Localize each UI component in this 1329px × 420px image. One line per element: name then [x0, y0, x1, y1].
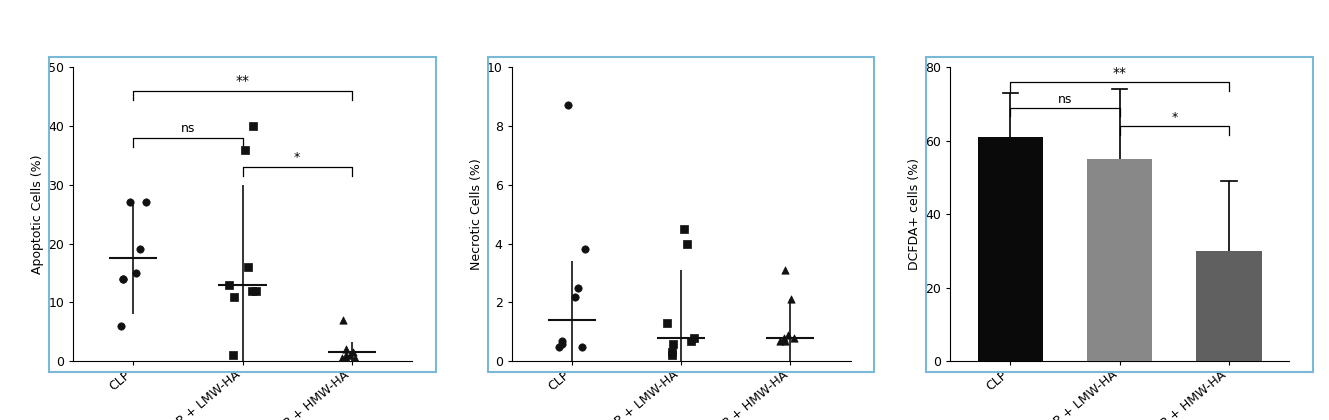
- Point: [552, 337, 573, 344]
- Point: [662, 340, 683, 347]
- Text: *: *: [294, 151, 300, 164]
- Y-axis label: Necrotic Cells (%): Necrotic Cells (%): [469, 158, 482, 270]
- Point: [662, 349, 683, 356]
- Point: [684, 334, 706, 341]
- Point: [331, 355, 352, 362]
- Text: **: **: [235, 74, 250, 88]
- Point: [335, 352, 356, 359]
- Point: [558, 102, 579, 109]
- Point: [567, 284, 589, 291]
- Point: [775, 267, 796, 273]
- Point: [113, 276, 134, 282]
- Point: [777, 331, 799, 338]
- Point: [125, 270, 146, 276]
- Point: [113, 276, 134, 282]
- Point: [129, 246, 150, 253]
- Point: [657, 320, 678, 326]
- Point: [242, 287, 263, 294]
- Point: [563, 293, 585, 300]
- Point: [773, 334, 795, 341]
- Point: [242, 123, 263, 129]
- Text: *: *: [1171, 111, 1177, 124]
- Point: [344, 355, 365, 362]
- Point: [674, 226, 695, 232]
- Point: [218, 281, 239, 288]
- Point: [246, 287, 267, 294]
- Point: [662, 352, 683, 359]
- Text: ns: ns: [181, 122, 195, 135]
- Point: [332, 317, 354, 323]
- Point: [773, 337, 795, 344]
- Point: [223, 293, 245, 300]
- Point: [223, 352, 245, 359]
- Point: [336, 346, 358, 353]
- Point: [120, 199, 141, 206]
- Point: [552, 340, 573, 347]
- Point: [780, 296, 801, 303]
- Y-axis label: DCFDA+ cells (%): DCFDA+ cells (%): [908, 158, 921, 270]
- Point: [235, 146, 256, 153]
- Bar: [1087, 159, 1152, 361]
- Point: [238, 264, 259, 270]
- Point: [335, 355, 356, 362]
- Point: [342, 349, 363, 356]
- Point: [136, 199, 157, 206]
- Point: [680, 337, 702, 344]
- Point: [783, 334, 804, 341]
- Text: **: **: [1112, 66, 1127, 80]
- Point: [571, 343, 593, 350]
- Text: ns: ns: [1058, 93, 1073, 106]
- Bar: [978, 137, 1043, 361]
- Point: [110, 323, 132, 329]
- Y-axis label: Apoptotic Cells (%): Apoptotic Cells (%): [31, 155, 44, 274]
- Point: [769, 337, 791, 344]
- Point: [549, 343, 570, 350]
- Bar: [1196, 251, 1261, 361]
- Point: [676, 240, 698, 247]
- Point: [574, 246, 595, 253]
- Point: [339, 352, 360, 359]
